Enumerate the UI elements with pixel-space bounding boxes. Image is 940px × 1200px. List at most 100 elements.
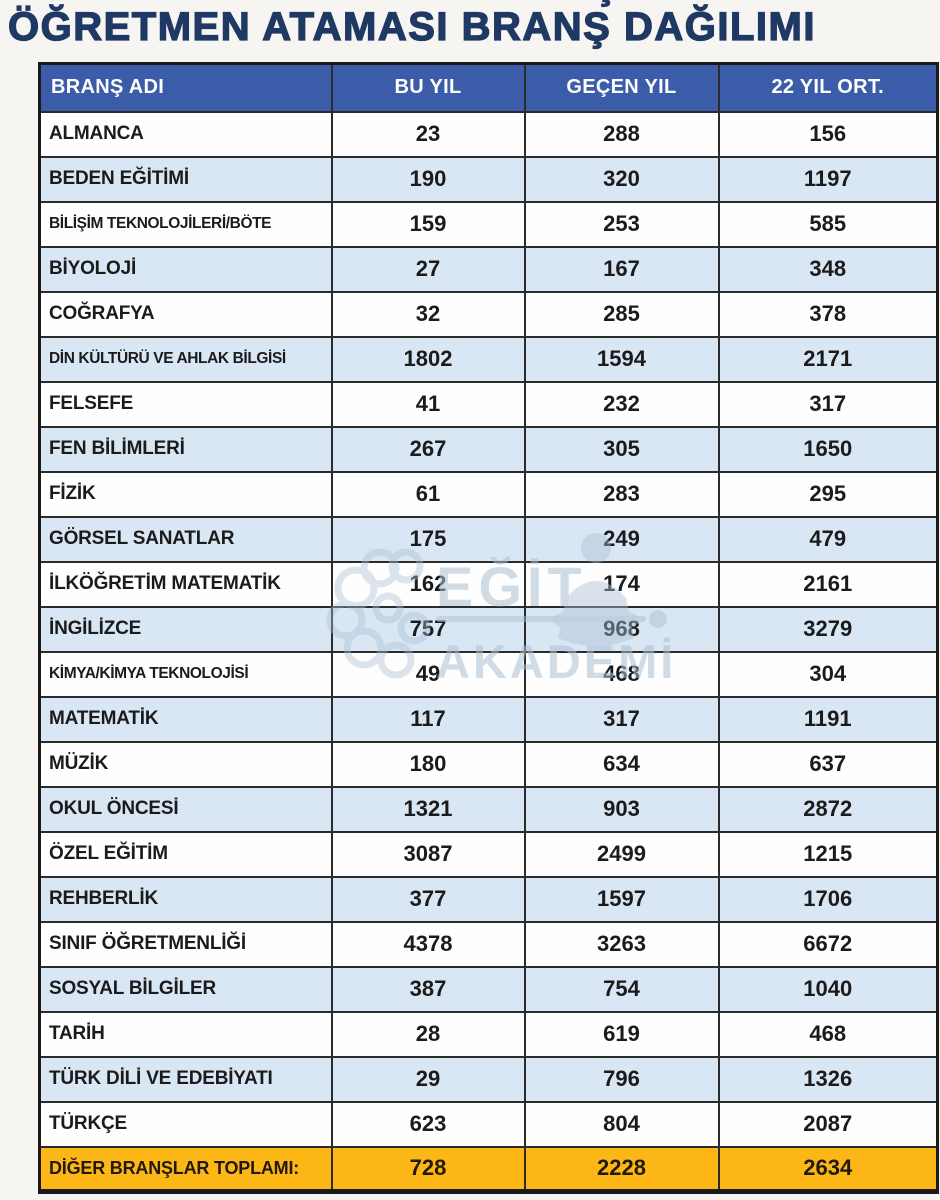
- table-row: İLKÖĞRETİM MATEMATİK 162 174 2161: [38, 560, 939, 608]
- page-title: ÖĞRETMEN ATAMASI BRANŞ DAĞILIMI: [7, 4, 816, 49]
- avg-22yr-cell: 6672: [717, 920, 939, 968]
- table-row: COĞRAFYA 32 285 378: [38, 290, 939, 338]
- this-year-cell: 162: [330, 560, 526, 608]
- this-year-cell: 4378: [330, 920, 526, 968]
- this-year-cell: 32: [330, 290, 526, 338]
- branch-name-cell: BİLİŞİM TEKNOLOJİLERİ/BÖTE: [38, 200, 333, 248]
- last-year-cell: 288: [523, 110, 720, 158]
- branch-name-cell: GÖRSEL SANATLAR: [38, 515, 333, 563]
- branch-name-cell: MÜZİK: [38, 740, 333, 788]
- this-year-cell: 180: [330, 740, 526, 788]
- table-row: İNGİLİZCE 757 968 3279: [38, 605, 939, 653]
- table-row: BİLİŞİM TEKNOLOJİLERİ/BÖTE 159 253 585: [38, 200, 939, 248]
- last-year-cell: 754: [523, 965, 720, 1013]
- this-year-cell: 49: [330, 650, 526, 698]
- total-this-year-cell: 728: [330, 1145, 526, 1194]
- last-year-cell: 305: [523, 425, 720, 473]
- avg-22yr-cell: 1650: [717, 425, 939, 473]
- this-year-cell: 175: [330, 515, 526, 563]
- avg-22yr-cell: 1197: [717, 155, 939, 203]
- total-label-cell: DİĞER BRANŞLAR TOPLAMI:: [38, 1145, 333, 1194]
- table-row: GÖRSEL SANATLAR 175 249 479: [38, 515, 939, 563]
- last-year-cell: 1597: [523, 875, 720, 923]
- avg-22yr-cell: 2161: [717, 560, 939, 608]
- branch-name-cell: ÖZEL EĞİTİM: [38, 830, 333, 878]
- branch-name-cell: SINIF ÖĞRETMENLİĞİ: [38, 920, 333, 968]
- total-last-year-cell: 2228: [523, 1145, 720, 1194]
- last-year-cell: 468: [523, 650, 720, 698]
- last-year-cell: 804: [523, 1100, 720, 1148]
- branch-name-cell: KİMYA/KİMYA TEKNOLOJİSİ: [38, 650, 333, 698]
- this-year-cell: 27: [330, 245, 526, 293]
- branch-name-cell: FEN BİLİMLERİ: [38, 425, 333, 473]
- avg-22yr-cell: 479: [717, 515, 939, 563]
- this-year-cell: 3087: [330, 830, 526, 878]
- table-row: KİMYA/KİMYA TEKNOLOJİSİ 49 468 304: [38, 650, 939, 698]
- table-row: SOSYAL BİLGİLER 387 754 1040: [38, 965, 939, 1013]
- last-year-cell: 249: [523, 515, 720, 563]
- last-year-cell: 232: [523, 380, 720, 428]
- cropped-top-text-line: ÖĞRETMEN ATAMASI BRANŞ DAĞILIMI: [6, 0, 940, 8]
- table-row: FEN BİLİMLERİ 267 305 1650: [38, 425, 939, 473]
- avg-22yr-cell: 1215: [717, 830, 939, 878]
- table-row: TARİH 28 619 468: [38, 1010, 939, 1058]
- branch-name-cell: İNGİLİZCE: [38, 605, 333, 653]
- this-year-cell: 61: [330, 470, 526, 518]
- total-row: DİĞER BRANŞLAR TOPLAMI: 728 2228 2634: [38, 1145, 939, 1194]
- avg-22yr-cell: 585: [717, 200, 939, 248]
- last-year-cell: 634: [523, 740, 720, 788]
- branch-distribution-table-wrap: BRANŞ ADI BU YIL GEÇEN YIL 22 YIL ORT. A…: [38, 62, 939, 1194]
- this-year-cell: 41: [330, 380, 526, 428]
- last-year-cell: 174: [523, 560, 720, 608]
- last-year-cell: 796: [523, 1055, 720, 1103]
- cropped-top-text: ÖĞRETMEN ATAMASI BRANŞ DAĞILIMI: [6, 0, 940, 8]
- avg-22yr-cell: 1706: [717, 875, 939, 923]
- total-avg-22yr-cell: 2634: [717, 1145, 939, 1194]
- branch-name-cell: REHBERLİK: [38, 875, 333, 923]
- branch-name-cell: OKUL ÖNCESİ: [38, 785, 333, 833]
- table-row: REHBERLİK 377 1597 1706: [38, 875, 939, 923]
- last-year-cell: 968: [523, 605, 720, 653]
- last-year-cell: 1594: [523, 335, 720, 383]
- table-row: FİZİK 61 283 295: [38, 470, 939, 518]
- table-row: OKUL ÖNCESİ 1321 903 2872: [38, 785, 939, 833]
- avg-22yr-cell: 2087: [717, 1100, 939, 1148]
- avg-22yr-cell: 317: [717, 380, 939, 428]
- table-row: MÜZİK 180 634 637: [38, 740, 939, 788]
- avg-22yr-cell: 156: [717, 110, 939, 158]
- last-year-cell: 317: [523, 695, 720, 743]
- branch-name-cell: BEDEN EĞİTİMİ: [38, 155, 333, 203]
- table-row: ÖZEL EĞİTİM 3087 2499 1215: [38, 830, 939, 878]
- branch-name-cell: BİYOLOJİ: [38, 245, 333, 293]
- table-row: BEDEN EĞİTİMİ 190 320 1197: [38, 155, 939, 203]
- last-year-cell: 320: [523, 155, 720, 203]
- this-year-cell: 190: [330, 155, 526, 203]
- this-year-cell: 28: [330, 1010, 526, 1058]
- table-row: DİN KÜLTÜRÜ VE AHLAK BİLGİSİ 1802 1594 2…: [38, 335, 939, 383]
- avg-22yr-cell: 2872: [717, 785, 939, 833]
- branch-name-cell: TARİH: [38, 1010, 333, 1058]
- last-year-cell: 903: [523, 785, 720, 833]
- this-year-cell: 29: [330, 1055, 526, 1103]
- branch-name-cell: MATEMATİK: [38, 695, 333, 743]
- avg-22yr-cell: 637: [717, 740, 939, 788]
- branch-name-cell: FİZİK: [38, 470, 333, 518]
- avg-22yr-cell: 1040: [717, 965, 939, 1013]
- avg-22yr-cell: 468: [717, 1010, 939, 1058]
- this-year-cell: 623: [330, 1100, 526, 1148]
- header-brans-adi: BRANŞ ADI: [38, 62, 333, 113]
- table-row: MATEMATİK 117 317 1191: [38, 695, 939, 743]
- this-year-cell: 757: [330, 605, 526, 653]
- this-year-cell: 1802: [330, 335, 526, 383]
- last-year-cell: 253: [523, 200, 720, 248]
- branch-name-cell: ALMANCA: [38, 110, 333, 158]
- header-bu-yil: BU YIL: [330, 62, 526, 113]
- this-year-cell: 159: [330, 200, 526, 248]
- this-year-cell: 267: [330, 425, 526, 473]
- last-year-cell: 283: [523, 470, 720, 518]
- branch-name-cell: COĞRAFYA: [38, 290, 333, 338]
- table-row: BİYOLOJİ 27 167 348: [38, 245, 939, 293]
- table-row: SINIF ÖĞRETMENLİĞİ 4378 3263 6672: [38, 920, 939, 968]
- header-gecen-yil: GEÇEN YIL: [523, 62, 720, 113]
- table-body: ALMANCA 23 288 156 BEDEN EĞİTİMİ 190 320…: [38, 110, 939, 1148]
